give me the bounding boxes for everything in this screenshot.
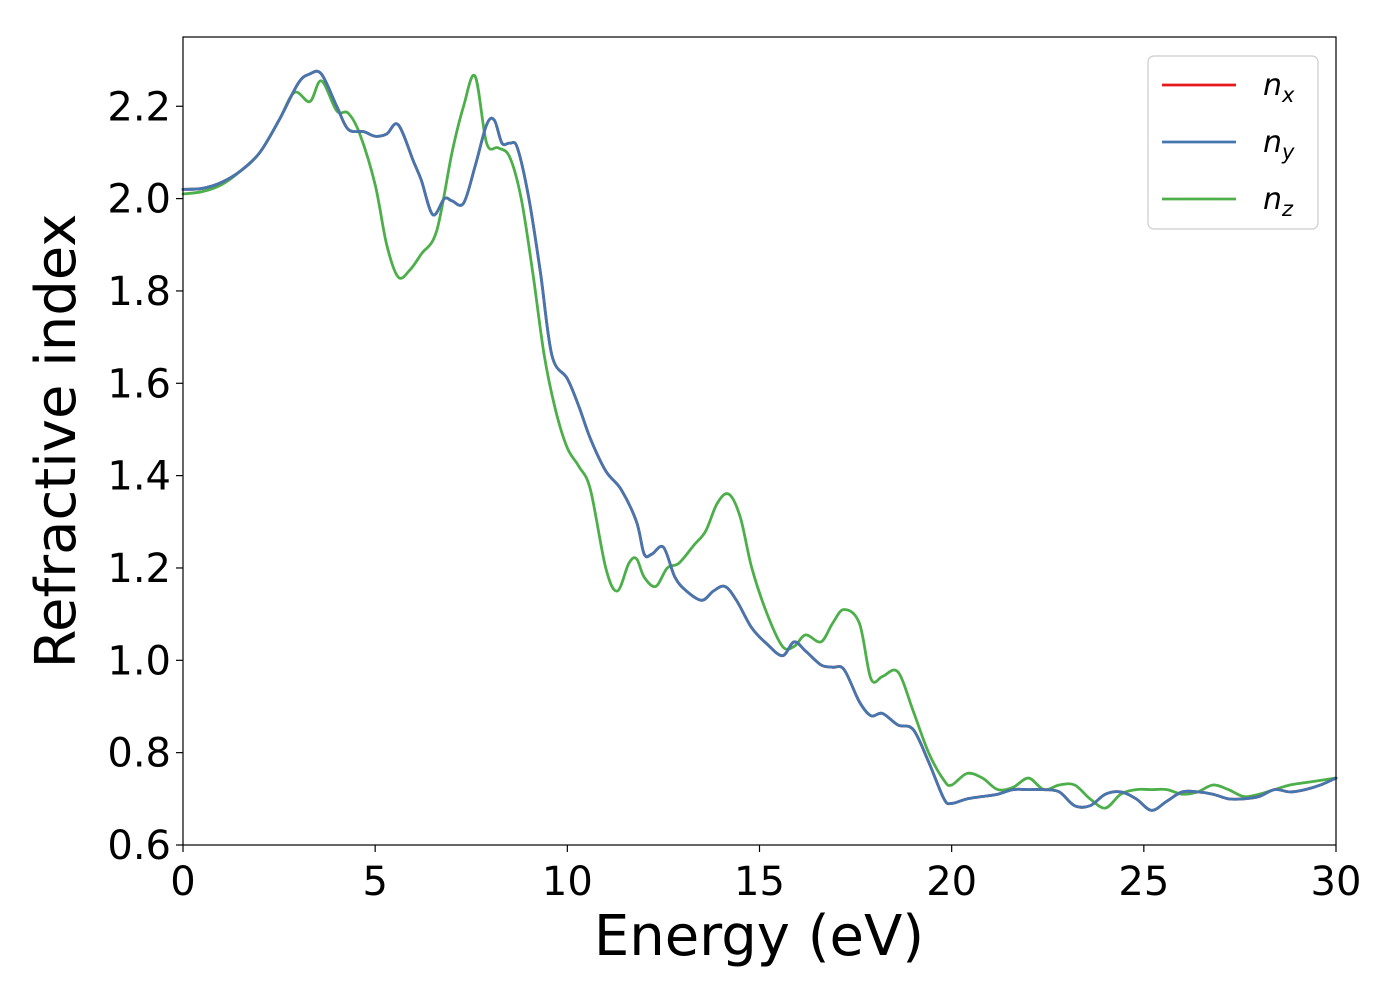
x-tick-label: 15 xyxy=(734,859,785,905)
y-tick-label: 1.0 xyxy=(107,638,171,684)
x-tick-label: 5 xyxy=(362,859,387,905)
x-tick-label: 0 xyxy=(170,859,195,905)
y-tick-label: 2.2 xyxy=(107,84,171,130)
y-tick-label: 1.4 xyxy=(107,454,171,500)
legend-label-z: nz xyxy=(1263,182,1294,221)
legend: nx ny nz xyxy=(1147,55,1319,230)
y-tick-label: 2.0 xyxy=(107,177,171,223)
series-line-z xyxy=(181,73,1338,810)
y-tick-label: 1.8 xyxy=(107,269,171,315)
x-axis-label: Energy (eV) xyxy=(594,904,924,969)
x-axis-ticks: 0 5 10 15 20 25 30 xyxy=(170,845,1361,905)
series-line-y xyxy=(181,69,1338,812)
y-tick-label: 1.2 xyxy=(107,546,171,592)
y-axis-ticks: 0.6 0.8 1.0 1.2 1.4 1.6 1.8 2.0 2.2 xyxy=(107,84,183,869)
x-tick-label: 10 xyxy=(542,859,593,905)
y-tick-label: 1.6 xyxy=(107,361,171,407)
x-tick-label: 30 xyxy=(1311,859,1362,905)
series-layer xyxy=(181,69,1338,812)
legend-label-y: ny xyxy=(1263,125,1295,164)
legend-label-x: nx xyxy=(1263,68,1295,107)
x-tick-label: 25 xyxy=(1118,859,1169,905)
y-tick-label: 0.6 xyxy=(107,823,171,869)
y-tick-label: 0.8 xyxy=(107,731,171,777)
x-tick-label: 20 xyxy=(926,859,977,905)
y-axis-label: Refractive index xyxy=(24,214,89,669)
